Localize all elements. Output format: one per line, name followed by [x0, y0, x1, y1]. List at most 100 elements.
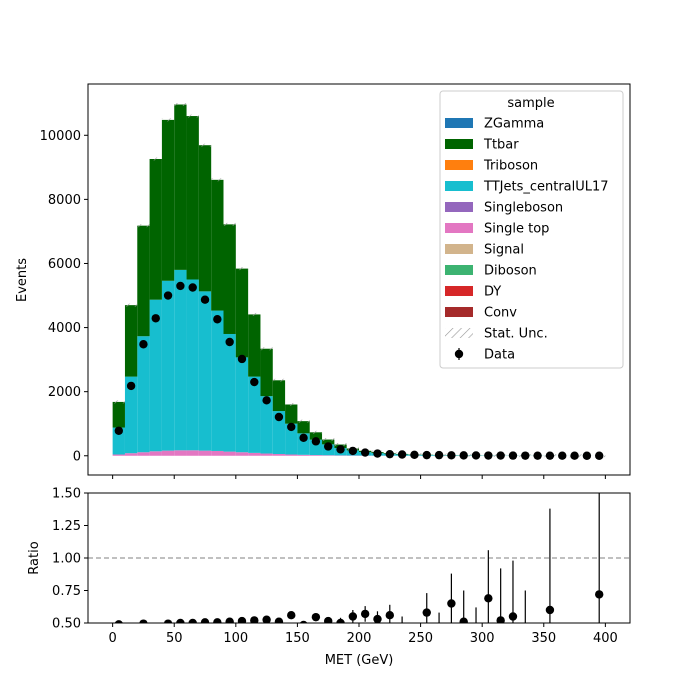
legend-swatch [445, 202, 473, 212]
stat-unc-band [248, 312, 261, 316]
ratio-point [188, 618, 197, 623]
data-point [225, 337, 234, 347]
legend-entry: Signal [445, 243, 524, 258]
legend-title: sample [507, 96, 554, 111]
bar-ttjets-centralul17 [124, 376, 138, 454]
ratio-point [545, 605, 555, 615]
legend-swatch [445, 118, 473, 128]
legend-swatch [445, 223, 473, 233]
ratio-point [250, 616, 259, 623]
main-y-axis-label: Events [15, 258, 30, 302]
ratio-point [274, 617, 284, 623]
x-tick-label: 200 [347, 631, 372, 646]
bar-ttbar [161, 119, 175, 281]
data-point [484, 451, 493, 460]
data-point [508, 451, 518, 460]
ratio-point [348, 612, 358, 621]
ratio-point [336, 618, 345, 623]
legend-entry: TTJets_centralUL17 [445, 180, 609, 195]
bar-ttjets-centralul17 [137, 336, 150, 453]
legend-entries: ZGamma Ttbar Triboson TTJets_centralUL17 Sin… [445, 117, 609, 363]
x-axis-label: MET (GeV) [325, 653, 394, 668]
bar-ttbar [211, 179, 224, 311]
bar-ttbar [124, 305, 138, 377]
data-point [188, 283, 197, 292]
legend-label: Diboson [484, 264, 537, 279]
ratio-point [287, 611, 296, 620]
data-point [397, 450, 407, 459]
bar-single-top [322, 455, 335, 456]
legend-label: Singleboson [484, 201, 563, 216]
bar-ttjets-centralul17 [149, 299, 162, 452]
ratio-point [213, 618, 222, 623]
data-point [139, 340, 148, 349]
bar-ttjets-centralul17 [161, 280, 175, 451]
data-point [459, 451, 468, 460]
bar-ttbar [235, 268, 249, 358]
ratio-point [237, 616, 247, 623]
bar-single-top [174, 450, 187, 456]
bar-ttbar [248, 314, 261, 377]
bar-single-top [248, 452, 261, 456]
stat-unc-band [149, 157, 162, 161]
stat-unc-band [334, 443, 347, 447]
data-point [213, 315, 222, 324]
data-point [582, 451, 592, 460]
legend-swatch-hatch [445, 328, 473, 338]
bar-ttjets-centralul17 [272, 411, 286, 455]
main-y-tick-label: 2000 [48, 385, 81, 400]
data-point [545, 451, 555, 460]
legend-entry: Conv [445, 306, 517, 321]
bar-ttbar [174, 104, 187, 270]
ratio-y-ticks: 0.50 0.75 1.00 1.25 1.50 [52, 487, 88, 632]
ratio-point [459, 617, 468, 623]
bar-single-top [285, 454, 298, 456]
ratio-point [114, 620, 123, 623]
stat-unc-band [322, 438, 335, 442]
ratio-point [508, 612, 518, 621]
ratio-point [400, 622, 404, 623]
data-point [373, 449, 382, 458]
x-tick-label: 100 [223, 631, 248, 646]
legend-swatch [445, 160, 473, 170]
bar-ttjets-centralul17 [248, 376, 261, 453]
stat-unc-band [112, 400, 125, 404]
data-point [126, 381, 136, 391]
data-point [434, 450, 444, 460]
ratio-panel: 0 50 100 150 200 250 300 350 400 0.50 0.75 1.00 1.2… [27, 487, 631, 668]
legend-label: Data [484, 348, 515, 363]
bar-ttjets-centralul17 [174, 269, 187, 451]
bar-ttbar [112, 401, 125, 428]
stat-unc-band [235, 267, 249, 271]
stat-unc-band [260, 347, 273, 351]
bar-single-top [309, 455, 323, 456]
bar-ttbar [309, 432, 323, 440]
legend-swatch [445, 181, 473, 191]
bar-single-top [211, 450, 224, 456]
data-point [250, 377, 259, 387]
ratio-point [373, 614, 382, 623]
legend-label: TTJets_centralUL17 [483, 180, 609, 195]
bar-single-top [186, 450, 199, 456]
ratio-y-tick-label: 1.50 [52, 487, 81, 502]
data-point [385, 449, 394, 459]
data-point [262, 396, 271, 405]
main-y-tick-label: 0 [73, 449, 81, 464]
data-point [114, 426, 123, 435]
bar-ttjets-centralul17 [260, 396, 273, 454]
ratio-point [324, 616, 333, 623]
legend-label: Triboson [483, 159, 538, 174]
legend-entry: Single top [445, 222, 549, 237]
ratio-point [496, 616, 505, 623]
ratio-point [311, 612, 321, 622]
data-point [200, 295, 210, 304]
x-tick-label: 0 [108, 631, 116, 646]
ratio-point [200, 618, 210, 623]
legend-entry: ZGamma [445, 117, 544, 132]
data-point [558, 451, 567, 460]
stat-unc-band [124, 303, 138, 307]
legend-label: Ttbar [483, 138, 519, 153]
main-y-ticks: 0 2000 4000 6000 8000 10000 [40, 129, 88, 464]
ratio-point [163, 619, 173, 623]
